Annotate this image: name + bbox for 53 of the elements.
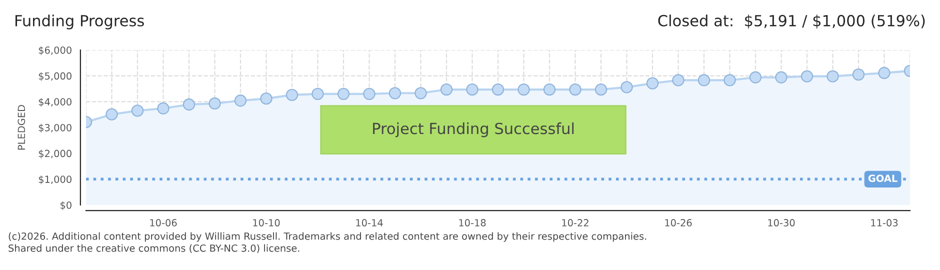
point <box>337 88 350 100</box>
point <box>569 83 582 96</box>
point <box>594 83 608 96</box>
point <box>260 92 272 105</box>
point <box>234 94 247 107</box>
point <box>543 83 556 96</box>
point <box>646 77 659 90</box>
annotation: Project Funding Successful <box>373 122 574 138</box>
chart-subtitle: Closed at: $5,191 / $1,000 (519%) <box>658 14 925 28</box>
x-tick-label: 10-14 <box>356 219 383 226</box>
point <box>286 88 298 102</box>
x-tick-label: 10-06 <box>150 219 177 226</box>
point <box>466 83 478 96</box>
y-tick-label: $2,000 <box>38 150 72 158</box>
x-tick-label: 10-22 <box>562 219 588 226</box>
point <box>852 68 865 81</box>
x-tick-label: 10-30 <box>768 219 795 226</box>
point <box>826 70 839 82</box>
point <box>106 108 118 120</box>
point <box>414 87 427 100</box>
y-tick-label: $6,000 <box>38 46 72 56</box>
point <box>492 83 504 96</box>
y-axis-title: PLEDGED <box>18 105 26 150</box>
y-tick-label: $3,000 <box>38 124 72 133</box>
point <box>672 74 684 86</box>
y-tick-label: $5,000 <box>38 72 72 81</box>
point <box>208 97 221 110</box>
chart-title: Funding Progress <box>16 14 144 30</box>
ref-line-label: GOAL <box>868 174 898 182</box>
x-tick-label: 10-10 <box>253 219 280 226</box>
point <box>131 104 144 117</box>
x-tick-label: 10-18 <box>459 219 486 226</box>
text: (c)2026. Additional content provided by William Russell. Trademarks and related content are owned by their respective companies. <box>8 232 646 242</box>
point <box>157 102 170 114</box>
point <box>724 74 736 86</box>
y-tick-label: $1,000 <box>38 175 72 184</box>
x-tick-label: 10-26 <box>665 219 692 226</box>
point <box>363 88 376 100</box>
point <box>388 87 402 100</box>
point <box>518 83 530 96</box>
text: Shared under the creative commons (CC BY-NC 3.0) license. <box>8 244 300 253</box>
point <box>749 71 762 84</box>
point <box>620 81 633 94</box>
point <box>182 98 196 111</box>
point <box>698 74 710 86</box>
y-tick-label: $0 <box>60 201 72 210</box>
y-tick-label: $4,000 <box>38 98 72 107</box>
point <box>878 66 890 80</box>
x-tick-label: 11-03 <box>871 219 898 226</box>
point <box>312 88 324 100</box>
point <box>800 70 814 82</box>
point <box>775 71 788 84</box>
point <box>440 83 453 96</box>
